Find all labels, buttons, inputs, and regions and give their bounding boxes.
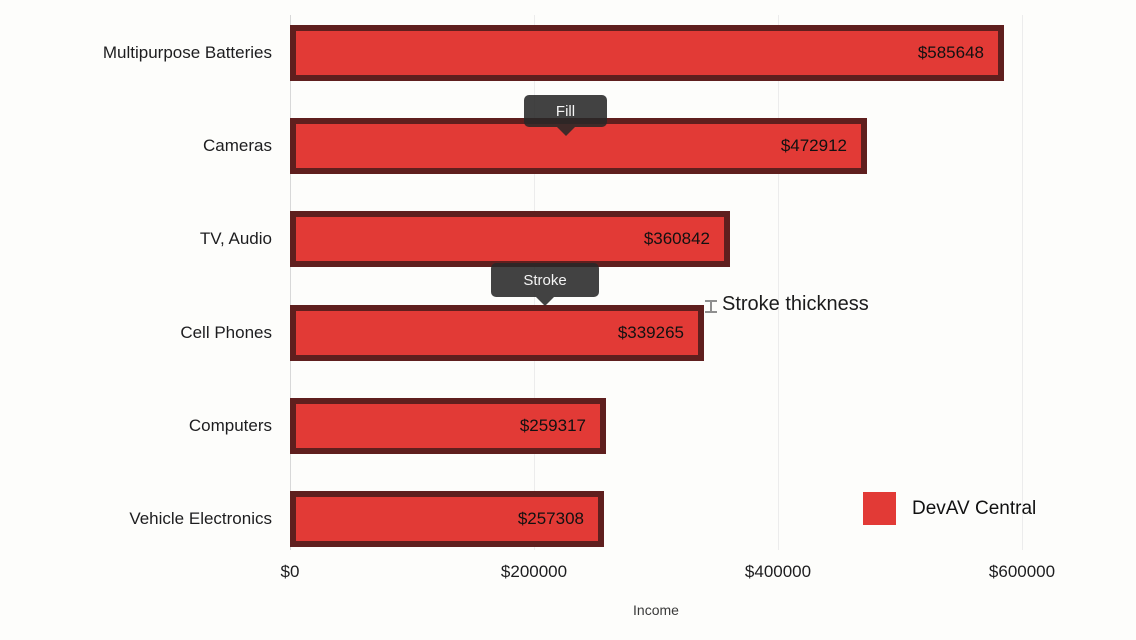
bar-value-label: $257308 bbox=[517, 509, 584, 528]
bar-vehicle-electronics[interactable]: $257308 bbox=[290, 491, 604, 547]
stroke-thickness-measure-stem bbox=[710, 300, 712, 313]
x-tick-400000: $400000 bbox=[744, 562, 812, 581]
category-label-tv-audio: TV, Audio bbox=[199, 229, 272, 248]
bar-tv-audio[interactable]: $360842 bbox=[290, 211, 730, 267]
gridline-600000 bbox=[1022, 15, 1023, 550]
legend-swatch bbox=[863, 492, 896, 525]
stroke-callout-tooltip: Stroke bbox=[491, 263, 599, 306]
x-tick-600000: $600000 bbox=[988, 562, 1056, 581]
category-label-vehicle-electronics: Vehicle Electronics bbox=[129, 509, 272, 528]
bar-value-label: $339265 bbox=[617, 323, 684, 342]
stroke-thickness-label: Stroke thickness bbox=[722, 293, 869, 315]
legend-item-devav-central[interactable]: DevAV Central bbox=[863, 492, 1036, 525]
bar-computers[interactable]: $259317 bbox=[290, 398, 606, 454]
bar-value-label: $585648 bbox=[917, 43, 984, 62]
category-label-computers: Computers bbox=[188, 416, 272, 435]
fill-callout-tooltip: Fill bbox=[524, 95, 607, 136]
bar-value-label: $360842 bbox=[643, 229, 710, 248]
x-tick-200000: $200000 bbox=[500, 562, 568, 581]
x-axis-title: Income bbox=[633, 602, 679, 618]
stroke-thickness-measure-icon bbox=[705, 300, 717, 313]
category-label-cameras: Cameras bbox=[203, 136, 272, 155]
category-label-cell-phones: Cell Phones bbox=[180, 323, 272, 342]
bar-cell-phones[interactable]: $339265 bbox=[290, 305, 704, 361]
stroke-callout-label: Stroke bbox=[523, 271, 567, 289]
fill-callout-label: Fill bbox=[555, 102, 576, 120]
bar-value-label: $472912 bbox=[780, 136, 847, 155]
category-label-multipurpose-batteries: Multipurpose Batteries bbox=[102, 43, 272, 62]
bar-value-label: $259317 bbox=[519, 416, 586, 435]
gridline-400000 bbox=[778, 15, 779, 550]
x-tick-0: $0 bbox=[280, 562, 300, 581]
legend-label: DevAV Central bbox=[912, 497, 1037, 519]
y-axis-baseline bbox=[290, 15, 291, 550]
bar-multipurpose-batteries[interactable]: $585648 bbox=[290, 25, 1004, 81]
